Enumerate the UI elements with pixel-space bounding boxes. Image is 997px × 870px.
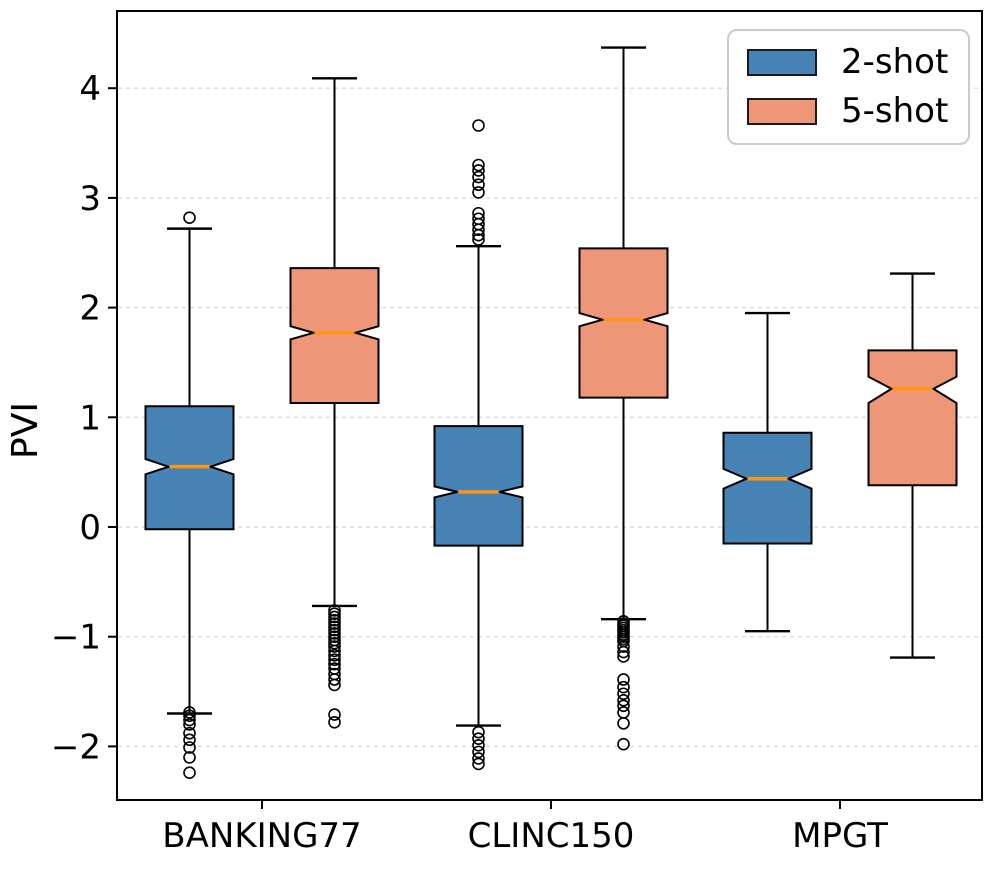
legend-label-2shot: 2-shot bbox=[841, 42, 949, 82]
legend-label-5shot: 5-shot bbox=[841, 91, 949, 132]
legend-swatch-5shot bbox=[747, 98, 817, 126]
outlier-point-2shot-clinc150 bbox=[472, 170, 485, 184]
outlier-point-2shot-clinc150 bbox=[472, 725, 485, 739]
outlier-point-5shot-clinc150 bbox=[617, 640, 630, 653]
outlier-point-2shot-banking77 bbox=[183, 718, 196, 731]
outlier-point-2shot-clinc150 bbox=[472, 119, 485, 132]
outlier-point-5shot-banking77 bbox=[328, 640, 341, 653]
outlier-point-5shot-banking77 bbox=[328, 715, 341, 729]
outlier-point-2shot-clinc150 bbox=[472, 757, 485, 771]
y-tick-label: −1 bbox=[51, 618, 101, 658]
outlier-point-2shot-clinc150 bbox=[472, 223, 485, 237]
outlier-point-5shot-banking77 bbox=[328, 627, 341, 640]
x-tick-label-banking77: BANKING77 bbox=[162, 816, 361, 856]
outlier-point-5shot-banking77 bbox=[328, 708, 341, 721]
outlier-point-2shot-clinc150 bbox=[472, 739, 485, 752]
outlier-point-2shot-clinc150 bbox=[472, 178, 485, 192]
legend-swatch-2shot bbox=[747, 49, 817, 77]
outlier-point-5shot-banking77 bbox=[328, 657, 341, 671]
outlier-point-2shot-clinc150 bbox=[472, 186, 485, 199]
outlier-point-5shot-banking77 bbox=[328, 610, 341, 624]
box-5shot-banking77 bbox=[289, 267, 380, 404]
y-tick-label: 4 bbox=[79, 69, 101, 109]
outlier-point-2shot-clinc150 bbox=[472, 233, 485, 246]
y-tick-label: 2 bbox=[79, 289, 101, 329]
outlier-point-2shot-banking77 bbox=[183, 726, 196, 740]
outlier-point-2shot-clinc150 bbox=[472, 752, 485, 765]
outlier-point-5shot-clinc150 bbox=[617, 680, 630, 694]
box-5shot-clinc150 bbox=[578, 247, 669, 399]
outlier-point-2shot-banking77 bbox=[183, 751, 196, 764]
outlier-point-5shot-banking77 bbox=[328, 620, 341, 634]
outlier-point-5shot-clinc150 bbox=[617, 717, 630, 730]
y-tick-label: 0 bbox=[79, 508, 101, 548]
outlier-point-2shot-banking77 bbox=[183, 709, 196, 722]
outlier-point-5shot-clinc150 bbox=[617, 694, 630, 707]
outlier-point-5shot-clinc150 bbox=[617, 645, 630, 659]
outlier-point-5shot-clinc150 bbox=[617, 687, 630, 701]
legend-item-2shot: 2-shot bbox=[747, 42, 950, 82]
outlier-point-5shot-banking77 bbox=[328, 644, 341, 658]
outlier-point-5shot-banking77 bbox=[328, 617, 341, 630]
y-tick-label: 1 bbox=[79, 398, 101, 438]
outlier-point-5shot-banking77 bbox=[328, 604, 341, 617]
outlier-point-5shot-banking77 bbox=[328, 678, 341, 692]
legend-item-5shot: 5-shot bbox=[747, 91, 950, 132]
y-tick-label: 3 bbox=[79, 179, 101, 219]
x-tick-label-clinc150: CLINC150 bbox=[468, 816, 635, 856]
outlier-point-5shot-banking77 bbox=[328, 636, 341, 650]
outlier-point-5shot-clinc150 bbox=[617, 673, 630, 686]
y-tick-label: −2 bbox=[51, 727, 101, 767]
axes-spines bbox=[116, 10, 983, 801]
outlier-point-2shot-clinc150 bbox=[472, 164, 485, 177]
x-tick-label-mpgt: MPGT bbox=[792, 816, 888, 856]
outlier-point-2shot-banking77 bbox=[183, 741, 196, 754]
outlier-point-5shot-clinc150 bbox=[617, 650, 630, 663]
outlier-point-5shot-banking77 bbox=[328, 630, 341, 644]
outlier-point-5shot-banking77 bbox=[328, 613, 341, 627]
outlier-point-2shot-banking77 bbox=[183, 766, 196, 780]
outlier-point-2shot-banking77 bbox=[183, 713, 196, 727]
outlier-point-5shot-banking77 bbox=[328, 623, 341, 637]
outlier-point-2shot-clinc150 bbox=[472, 732, 485, 746]
box-5shot-mpgt bbox=[867, 349, 958, 487]
outlier-point-5shot-clinc150 bbox=[617, 699, 630, 713]
outlier-point-5shot-banking77 bbox=[328, 673, 341, 686]
outlier-point-2shot-clinc150 bbox=[472, 228, 485, 242]
outlier-point-5shot-clinc150 bbox=[617, 737, 630, 751]
outlier-point-2shot-clinc150 bbox=[472, 158, 485, 172]
outlier-point-5shot-banking77 bbox=[328, 653, 341, 667]
outlier-point-5shot-banking77 bbox=[328, 649, 341, 662]
outlier-point-2shot-clinc150 bbox=[472, 745, 485, 759]
outlier-point-5shot-banking77 bbox=[328, 607, 341, 620]
outlier-point-2shot-banking77 bbox=[183, 211, 196, 224]
outlier-point-2shot-banking77 bbox=[183, 706, 196, 719]
legend: 2-shot 5-shot bbox=[727, 29, 970, 146]
box-2shot-clinc150 bbox=[433, 425, 524, 547]
outlier-point-5shot-clinc150 bbox=[617, 706, 630, 719]
outlier-point-2shot-banking77 bbox=[183, 733, 196, 747]
box-2shot-mpgt bbox=[722, 431, 813, 545]
